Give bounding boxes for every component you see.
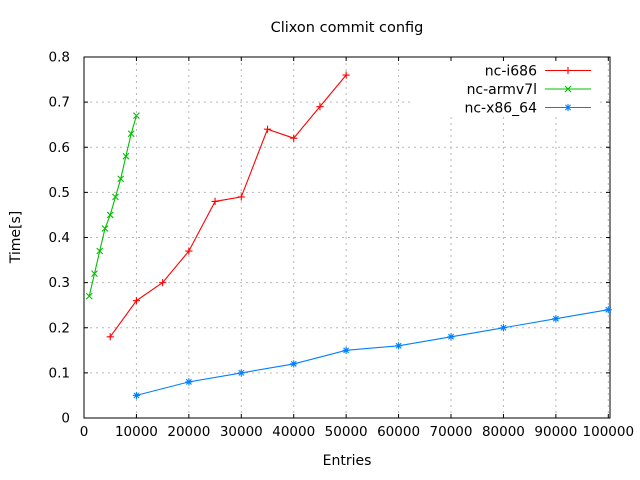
x-tick-label: 100000 xyxy=(583,424,635,440)
x-tick-label: 30000 xyxy=(220,424,263,440)
x-axis-label: Entries xyxy=(323,453,372,469)
x-tick-label: 90000 xyxy=(534,424,577,440)
y-tick-label: 0.7 xyxy=(49,95,70,111)
series-line-nc-armv7l xyxy=(88,115,137,297)
series-markers-nc-x86_64 xyxy=(132,306,612,400)
y-tick-label: 0.2 xyxy=(49,320,70,336)
legend-sample-marker-nc-i686 xyxy=(564,66,572,75)
y-tick-label: 0.5 xyxy=(49,185,70,201)
legend-label-nc-i686: nc-i686 xyxy=(485,64,537,80)
y-tick-label: 0.1 xyxy=(49,365,70,381)
y-tick-label: 0.4 xyxy=(49,230,70,246)
series-markers-nc-i686 xyxy=(106,71,350,341)
series-line-nc-x86_64 xyxy=(136,309,609,396)
x-tick-label: 0 xyxy=(80,424,89,440)
x-tick-label: 10000 xyxy=(115,424,158,440)
series-markers-nc-armv7l xyxy=(85,112,140,300)
x-tick-label: 80000 xyxy=(482,424,525,440)
x-tick-label: 40000 xyxy=(272,424,315,440)
y-tick-label: 0.3 xyxy=(49,275,70,291)
plot-area: 0 10000 20000 30000 40000 50000 60000 70000 8000… xyxy=(49,50,635,441)
legend-label-nc-armv7l: nc-armv7l xyxy=(467,82,537,98)
series-line-nc-i686 xyxy=(109,74,347,338)
legend-sample-marker-nc-armv7l xyxy=(564,85,572,93)
legend-sample-marker-nc-x86_64 xyxy=(564,103,572,112)
y-axis-label: Time[s] xyxy=(8,211,24,264)
x-tick-label: 20000 xyxy=(167,424,210,440)
x-tick-label: 60000 xyxy=(377,424,420,440)
legend-label-nc-x86_64: nc-x86_64 xyxy=(464,101,537,117)
x-tick-label: 50000 xyxy=(325,424,368,440)
y-tick-label: 0.6 xyxy=(49,140,70,156)
y-tick-label: 0 xyxy=(61,411,70,427)
chart-title: Clixon commit config xyxy=(271,20,424,36)
x-tick-label: 70000 xyxy=(430,424,473,440)
y-tick-label: 0.8 xyxy=(49,50,70,66)
